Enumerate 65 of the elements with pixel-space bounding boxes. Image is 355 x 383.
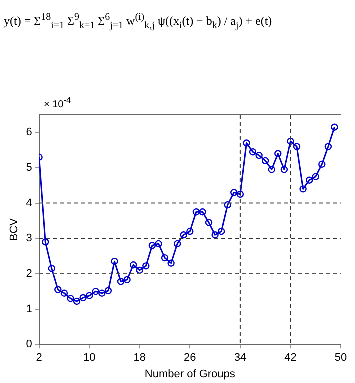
x-axis-title: Number of Groups — [144, 368, 236, 380]
point — [174, 240, 182, 248]
x-tick-label: 50 — [334, 352, 348, 364]
point — [111, 258, 118, 266]
x-tick-label: 42 — [284, 352, 297, 364]
point — [287, 138, 294, 146]
point — [60, 290, 68, 297]
point — [98, 290, 106, 297]
point — [300, 186, 307, 193]
point — [148, 242, 156, 250]
point — [324, 143, 332, 150]
y-tick-label: 2 — [26, 268, 32, 280]
y-tick-label: 0 — [26, 338, 32, 351]
point — [104, 287, 112, 295]
point — [312, 173, 320, 180]
point — [212, 232, 219, 239]
point — [136, 266, 144, 274]
point — [48, 265, 56, 272]
x-tick-label: 26 — [184, 352, 196, 364]
point — [224, 201, 232, 209]
x-tick-label: 2 — [36, 352, 42, 364]
point — [80, 294, 87, 302]
point — [274, 150, 282, 158]
point — [42, 238, 50, 246]
point — [199, 208, 206, 216]
point — [230, 189, 238, 196]
x-tick-label: 18 — [134, 352, 146, 364]
point — [117, 278, 125, 286]
point — [318, 160, 326, 168]
point — [180, 232, 188, 239]
point — [67, 295, 74, 302]
y-tick-label: 5 — [26, 162, 32, 174]
y-tick-label: 3 — [26, 232, 32, 245]
text: × 10$^{-4}$ — [44, 95, 72, 110]
point — [236, 190, 244, 198]
point — [205, 219, 213, 226]
y-tick-label: 4 — [26, 197, 32, 210]
point — [155, 240, 162, 248]
text: y(t) = Σ$^{18}$$_{i=1}$ Σ$^{9}$$_{k=1}$ Σ$^{6}$$_{j=1}$ w$^{(i)}$$_{k,j}$ ψ((x$_{i}$(t) − b$_{k}$) / a$_{j}$) + e(t) — [4, 12, 272, 32]
point — [192, 208, 200, 216]
point — [161, 254, 169, 262]
x-tick-label: 10 — [83, 352, 96, 364]
y-tick-label: 6 — [26, 126, 32, 139]
point — [54, 286, 62, 294]
point — [243, 140, 250, 147]
point — [280, 166, 288, 174]
point — [249, 148, 257, 156]
point — [306, 176, 314, 184]
y-axis-title: BCV — [8, 218, 21, 242]
point — [86, 292, 94, 300]
point — [142, 262, 150, 270]
point — [92, 288, 100, 296]
point — [130, 262, 138, 269]
point — [331, 124, 338, 131]
point — [256, 152, 263, 160]
point — [262, 157, 270, 165]
point — [293, 143, 301, 150]
point — [168, 260, 175, 267]
y-tick-label: 1 — [26, 303, 32, 316]
point — [124, 276, 131, 284]
point — [218, 228, 226, 236]
point — [268, 166, 276, 174]
point — [73, 298, 81, 306]
x-tick-label: 34 — [234, 352, 247, 364]
point — [186, 228, 194, 236]
